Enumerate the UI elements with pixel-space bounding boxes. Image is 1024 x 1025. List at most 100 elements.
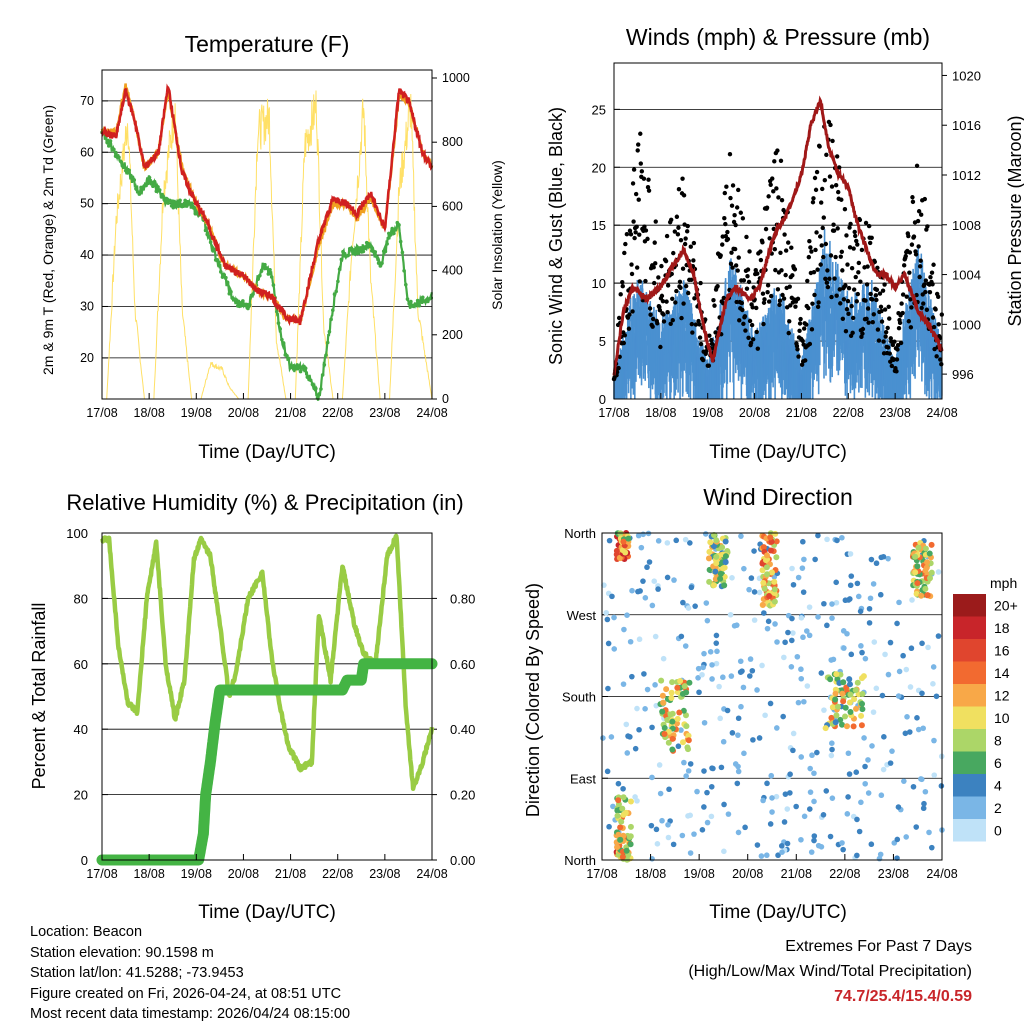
direction-point: [623, 721, 630, 728]
gust-point: [821, 215, 826, 220]
gust-point: [790, 273, 795, 278]
direction-point: [750, 737, 756, 743]
direction-point: [801, 556, 807, 563]
direction-point: [671, 577, 677, 583]
direction-point: [829, 740, 835, 746]
direction-point: [620, 785, 626, 792]
gust-point: [898, 340, 904, 346]
dewpoint-point: [225, 280, 230, 285]
direction-point: [601, 582, 607, 588]
gust-point: [697, 322, 702, 327]
direction-point: [680, 707, 687, 714]
gust-point: [711, 297, 716, 303]
direction-point: [642, 706, 648, 712]
gust-point: [730, 265, 735, 270]
dewpoint-point: [217, 260, 221, 264]
temp-title: Temperature (F): [185, 31, 350, 57]
direction-point: [760, 579, 767, 586]
winds-ytick-label: 20: [592, 160, 606, 175]
direction-point: [869, 743, 875, 749]
direction-point: [603, 609, 610, 616]
direction-point: [659, 817, 665, 824]
direction-point: [924, 592, 931, 599]
direction-point: [625, 535, 632, 542]
gust-point: [865, 306, 871, 311]
direction-point: [684, 744, 691, 751]
direction-point: [652, 633, 659, 640]
direction-point: [710, 582, 717, 589]
gust-point: [635, 148, 640, 153]
direction-point: [920, 725, 926, 732]
gust-point: [825, 268, 830, 273]
gust-point: [923, 278, 929, 283]
gust-point: [831, 228, 837, 233]
temp-xtick-label: 22/08: [322, 406, 353, 420]
winds-y2tick-label: 1020: [952, 68, 981, 83]
direction-point: [709, 662, 715, 668]
direction-point: [758, 853, 765, 859]
direction-point: [756, 735, 763, 741]
gust-point: [819, 243, 824, 248]
gust-point: [725, 236, 731, 242]
extremes-box: Extremes For Past 7 Days (High/Low/Max W…: [688, 934, 972, 1009]
dewpoint-point: [108, 139, 113, 143]
dewpoint-point: [349, 246, 354, 251]
gust-point: [879, 319, 885, 324]
gust-point: [623, 241, 628, 247]
humidity-y2tick-label: 0.80: [450, 591, 475, 606]
direction-point: [858, 643, 864, 649]
direction-point: [881, 734, 887, 740]
dewpoint-point: [366, 241, 371, 246]
direction-point: [669, 735, 676, 742]
humidity-frame: [101, 532, 433, 861]
gust-point: [778, 250, 783, 256]
gust-point: [689, 277, 694, 282]
gust-point: [786, 240, 791, 245]
humidity-xtick-label: 19/08: [181, 867, 212, 881]
direction-point: [677, 678, 684, 685]
direction-point: [774, 639, 780, 645]
direction-point: [767, 534, 774, 541]
gust-point: [767, 236, 772, 241]
dewpoint-point: [168, 198, 172, 203]
direction-point: [829, 746, 835, 753]
direction-xtick-label: 17/08: [586, 867, 617, 881]
gust-point: [643, 278, 648, 284]
direction-point: [870, 581, 877, 587]
direction-point: [661, 730, 668, 737]
dewpoint-point: [156, 185, 160, 189]
gust-point: [633, 191, 639, 197]
winds-title: Winds (mph) & Pressure (mb): [626, 24, 930, 50]
gust-point: [829, 294, 834, 300]
gust-point: [916, 244, 921, 249]
direction-point: [773, 554, 780, 561]
direction-legend-label: 16: [994, 642, 1010, 658]
gust-point: [674, 214, 680, 219]
direction-point: [784, 806, 791, 812]
direction-point: [801, 698, 807, 705]
gust-point: [810, 200, 816, 205]
gust-point: [770, 176, 775, 181]
gust-point: [843, 283, 848, 288]
direction-point: [935, 569, 942, 575]
gust-point: [834, 154, 840, 159]
direction-legend-label: 2: [994, 800, 1002, 816]
direction-point: [610, 803, 616, 810]
gust-point: [762, 297, 767, 302]
direction-point: [632, 794, 638, 800]
gust-point: [871, 312, 876, 317]
gust-point: [706, 363, 712, 368]
direction-point: [901, 778, 907, 784]
temp-xtick-label: 20/08: [228, 406, 259, 420]
direction-point: [818, 670, 825, 676]
gust-point: [750, 305, 755, 310]
gust-point: [632, 235, 637, 241]
direction-point: [862, 763, 868, 770]
direction-point: [847, 596, 853, 602]
direction-xlabel: Time (Day/UTC): [709, 902, 847, 923]
direction-point: [794, 653, 801, 660]
gust-point: [821, 254, 826, 260]
direction-point: [781, 819, 788, 825]
direction-point: [846, 681, 853, 688]
direction-point: [839, 840, 845, 846]
